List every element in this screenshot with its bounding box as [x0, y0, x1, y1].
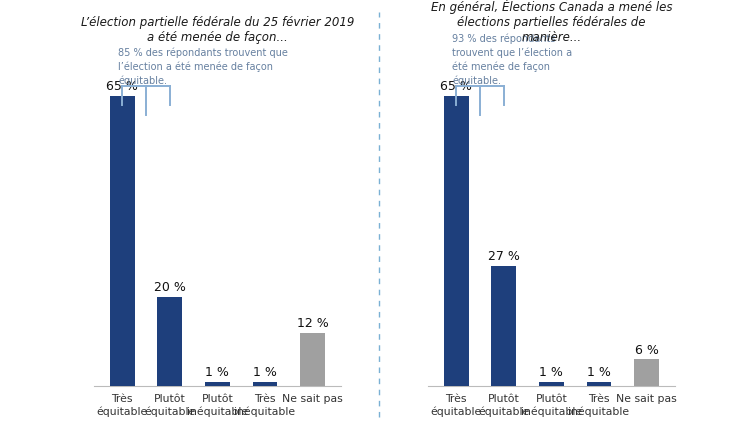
- Text: 1 %: 1 %: [587, 365, 610, 378]
- Text: 65 %: 65 %: [106, 80, 138, 93]
- Text: 6 %: 6 %: [634, 343, 658, 356]
- Bar: [444, 97, 469, 386]
- Bar: [491, 266, 516, 386]
- Text: 1 %: 1 %: [253, 365, 277, 378]
- Bar: [110, 97, 135, 386]
- Bar: [539, 382, 564, 386]
- Text: 65 %: 65 %: [440, 80, 472, 93]
- Bar: [300, 333, 325, 386]
- Text: 1 %: 1 %: [539, 365, 563, 378]
- Bar: [158, 297, 182, 386]
- Title: L’élection partielle fédérale du 25 février 2019
a été menée de façon...: L’élection partielle fédérale du 25 févr…: [81, 16, 354, 44]
- Bar: [205, 382, 230, 386]
- Bar: [586, 382, 611, 386]
- Title: En général, Élections Canada a mené les
élections partielles fédérales de
manièr: En général, Élections Canada a mené les …: [430, 0, 672, 44]
- Text: 20 %: 20 %: [154, 281, 186, 293]
- Text: 12 %: 12 %: [297, 316, 328, 329]
- Bar: [634, 359, 658, 386]
- Text: 27 %: 27 %: [488, 250, 520, 263]
- Text: 93 % des répondants
trouvent que l’élection a
été menée de façon
équitable.: 93 % des répondants trouvent que l’élect…: [452, 33, 572, 85]
- Text: 1 %: 1 %: [206, 365, 230, 378]
- Text: 85 % des répondants trouvent que
l’élection a été menée de façon
équitable.: 85 % des répondants trouvent que l’élect…: [118, 47, 288, 85]
- Bar: [253, 382, 278, 386]
